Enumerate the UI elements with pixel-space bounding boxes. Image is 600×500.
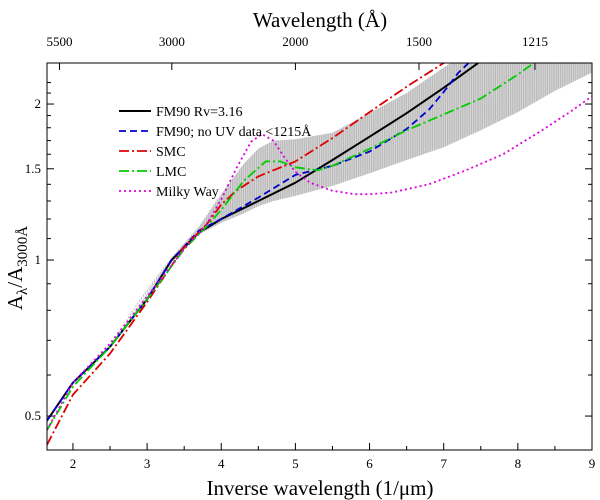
x-tick-label-4: 6 xyxy=(366,456,373,471)
x-tick-label-2: 4 xyxy=(218,456,225,471)
x-tick-label-5: 7 xyxy=(440,456,447,471)
y-tick-label-1: 1 xyxy=(35,252,42,267)
y-tick-label-0: 0.5 xyxy=(25,408,41,423)
series-lines xyxy=(47,63,592,446)
x-axis-title: Inverse wavelength (1/μm) xyxy=(206,476,433,500)
top-tick-label-3: 1500 xyxy=(406,34,432,49)
y-axis-title-sub2: 3000Å xyxy=(15,226,31,267)
y-axis-title-main: A xyxy=(3,294,27,310)
y-tick-label-2: 1.5 xyxy=(25,161,41,176)
top-tick-label-4: 1215 xyxy=(522,34,548,49)
top-tick-label-1: 3000 xyxy=(159,34,185,49)
y-axis-title-sub1: λ xyxy=(15,287,31,295)
x-tick-label-6: 8 xyxy=(515,456,522,471)
top-tick-label-2: 2000 xyxy=(282,34,308,49)
series-line-4 xyxy=(47,95,592,431)
legend-label-2: SMC xyxy=(156,145,186,160)
series-line-0 xyxy=(47,63,480,422)
series-line-2 xyxy=(47,63,446,446)
x-tick-label-7: 9 xyxy=(589,456,596,471)
bottom-axis-ticks: 2 3 4 5 6 7 8 9 xyxy=(70,443,596,471)
top-tick-label-0: 5500 xyxy=(46,34,72,49)
left-axis-ticks: 0.5 1 1.5 2 xyxy=(25,82,592,423)
y-axis-title: Aλ/A3000Å xyxy=(3,226,31,310)
legend-label-4: Milky Way xyxy=(156,185,219,200)
top-axis-title: Wavelength (Å) xyxy=(253,8,387,32)
y-tick-label-3: 2 xyxy=(35,96,42,111)
legend-label-0: FM90 Rv=3.16 xyxy=(156,105,242,120)
top-axis-ticks: 5500 3000 2000 1500 1215 xyxy=(46,34,548,70)
legend-label-3: LMC xyxy=(156,165,186,180)
y-axis-title-mid: /A xyxy=(3,266,27,288)
band-fill xyxy=(47,63,592,421)
series-line-3 xyxy=(47,63,536,431)
x-tick-label-0: 2 xyxy=(70,456,77,471)
x-tick-label-3: 5 xyxy=(292,456,299,471)
legend: FM90 Rv=3.16 FM90; no UV data <1215Å SMC LM… xyxy=(119,105,312,200)
x-tick-label-1: 3 xyxy=(144,456,151,471)
legend-label-1: FM90; no UV data <1215Å xyxy=(156,124,312,140)
plot-frame xyxy=(46,62,593,451)
